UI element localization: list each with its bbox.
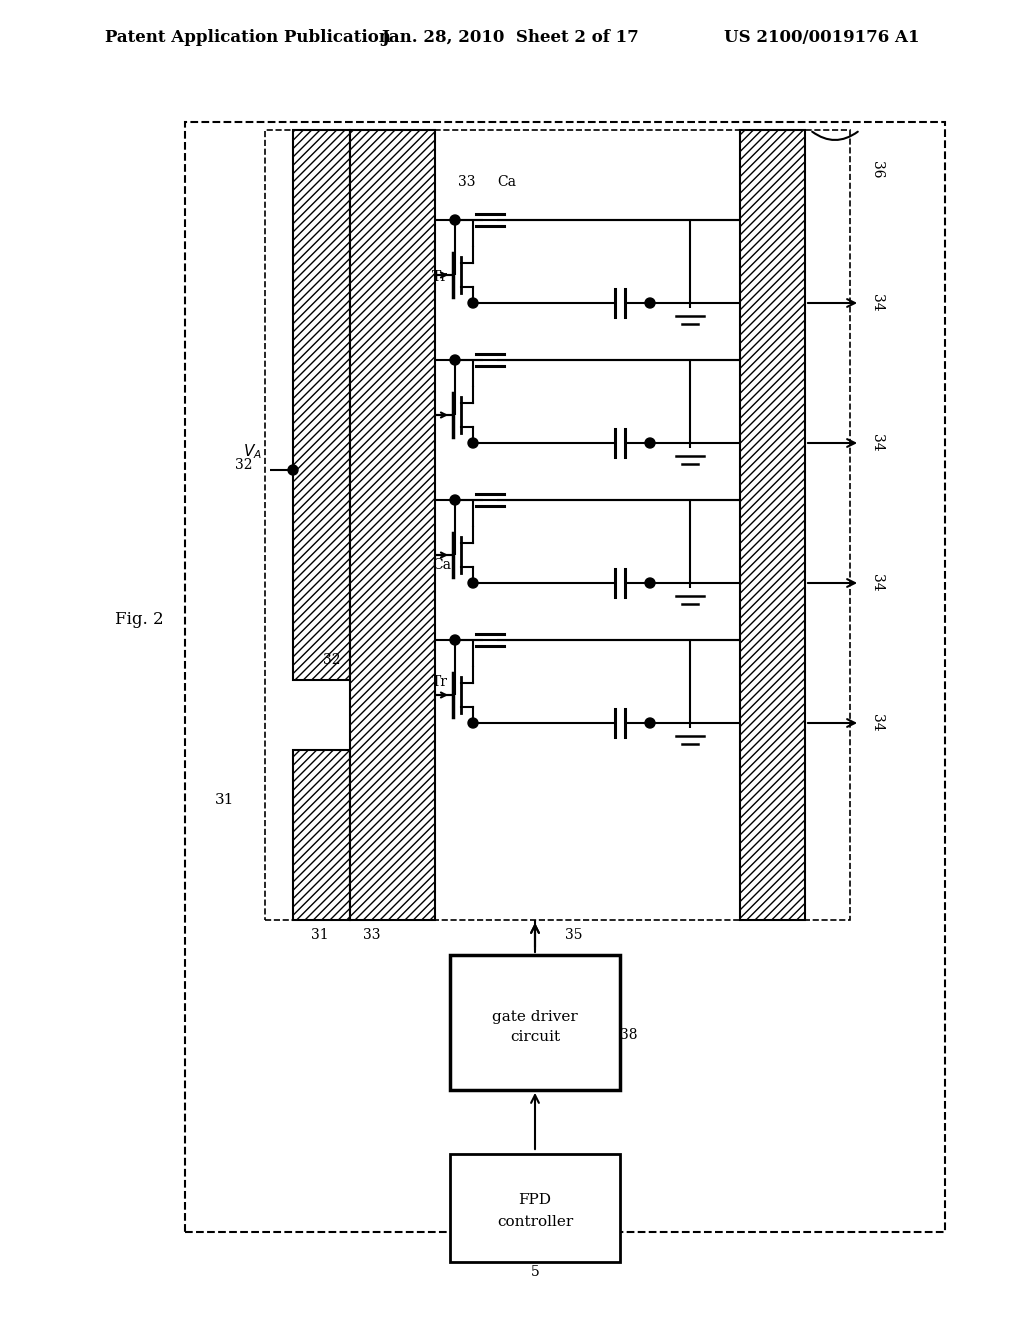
Circle shape bbox=[450, 355, 460, 366]
Circle shape bbox=[645, 578, 655, 587]
Text: 34: 34 bbox=[870, 574, 884, 591]
Text: 5: 5 bbox=[530, 1265, 540, 1279]
Circle shape bbox=[645, 438, 655, 447]
Text: Patent Application Publication: Patent Application Publication bbox=[105, 29, 391, 45]
Text: 31: 31 bbox=[311, 928, 329, 942]
Circle shape bbox=[468, 578, 478, 587]
Circle shape bbox=[450, 635, 460, 645]
Circle shape bbox=[468, 718, 478, 729]
Bar bbox=[350, 129, 435, 920]
Text: 33: 33 bbox=[458, 176, 475, 189]
Bar bbox=[450, 954, 620, 1090]
Text: 31: 31 bbox=[215, 793, 234, 807]
Text: US 2100/0019176 A1: US 2100/0019176 A1 bbox=[725, 29, 920, 45]
Circle shape bbox=[450, 495, 460, 506]
Bar bbox=[265, 129, 850, 920]
Text: Jan. 28, 2010  Sheet 2 of 17: Jan. 28, 2010 Sheet 2 of 17 bbox=[381, 29, 639, 45]
Text: 32: 32 bbox=[236, 458, 253, 473]
Text: circuit: circuit bbox=[510, 1030, 560, 1044]
Circle shape bbox=[450, 215, 460, 224]
Text: 36: 36 bbox=[870, 161, 884, 178]
Bar bbox=[450, 1154, 620, 1262]
Circle shape bbox=[288, 465, 298, 475]
Text: 33: 33 bbox=[364, 928, 381, 942]
Circle shape bbox=[468, 438, 478, 447]
Text: 35: 35 bbox=[565, 928, 583, 942]
Text: 32: 32 bbox=[323, 653, 340, 667]
Text: Ca: Ca bbox=[497, 176, 516, 189]
Text: Fig. 2: Fig. 2 bbox=[115, 611, 164, 628]
Bar bbox=[293, 129, 350, 680]
Bar bbox=[293, 750, 350, 920]
Text: 34: 34 bbox=[870, 294, 884, 312]
Text: 34: 34 bbox=[870, 714, 884, 731]
Text: 34: 34 bbox=[870, 434, 884, 451]
Text: controller: controller bbox=[497, 1214, 573, 1229]
Text: 38: 38 bbox=[620, 1028, 638, 1041]
Text: Ca: Ca bbox=[432, 558, 451, 572]
Circle shape bbox=[645, 298, 655, 308]
Circle shape bbox=[645, 718, 655, 729]
Bar bbox=[740, 129, 805, 920]
Text: gate driver: gate driver bbox=[493, 1010, 578, 1024]
Text: FPD: FPD bbox=[518, 1193, 552, 1206]
Text: $V_A$: $V_A$ bbox=[243, 442, 261, 462]
Text: Tr: Tr bbox=[432, 675, 449, 689]
Text: Tr: Tr bbox=[432, 271, 449, 284]
Circle shape bbox=[468, 298, 478, 308]
Bar bbox=[185, 121, 945, 1232]
